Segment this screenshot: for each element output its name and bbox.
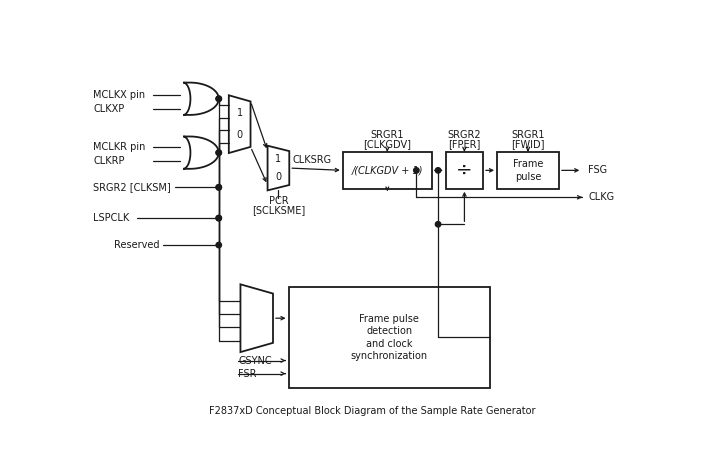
Text: and clock: and clock — [366, 338, 412, 349]
Text: FSG: FSG — [588, 165, 608, 175]
Text: Frame: Frame — [513, 159, 543, 169]
Text: 1: 1 — [236, 109, 243, 118]
Circle shape — [216, 243, 222, 248]
Text: [CLKGDV]: [CLKGDV] — [364, 139, 411, 149]
Text: Reserved: Reserved — [114, 240, 160, 250]
Text: 1: 1 — [276, 154, 281, 164]
Text: CLKG: CLKG — [588, 192, 614, 202]
Text: Frame pulse: Frame pulse — [359, 314, 419, 324]
Bar — [342, 152, 432, 189]
Text: GSYNC: GSYNC — [238, 355, 272, 366]
Text: FSR: FSR — [238, 368, 257, 379]
Circle shape — [435, 168, 441, 173]
Text: [FPER]: [FPER] — [449, 139, 481, 149]
Circle shape — [216, 215, 222, 221]
Text: MCLKR pin: MCLKR pin — [93, 142, 145, 152]
Text: [SCLKSME]: [SCLKSME] — [252, 205, 305, 215]
Text: synchronization: synchronization — [350, 351, 427, 361]
Circle shape — [216, 185, 222, 190]
Text: MCLKX pin: MCLKX pin — [93, 90, 145, 100]
Bar — [446, 152, 483, 189]
Bar — [289, 287, 490, 387]
Text: 0: 0 — [276, 172, 281, 182]
Text: 0: 0 — [236, 130, 243, 140]
Text: SRGR1: SRGR1 — [511, 130, 545, 140]
Text: [FWID]: [FWID] — [511, 139, 545, 149]
Circle shape — [435, 221, 441, 227]
Text: detection: detection — [366, 326, 412, 337]
Text: SRGR1: SRGR1 — [371, 130, 404, 140]
Text: pulse: pulse — [515, 172, 541, 181]
Text: SRGR2 [CLKSM]: SRGR2 [CLKSM] — [93, 182, 171, 192]
Circle shape — [216, 96, 222, 102]
Circle shape — [216, 215, 222, 221]
Text: PCR: PCR — [268, 196, 288, 206]
Text: CLKXP: CLKXP — [93, 104, 124, 114]
Text: F2837xD Conceptual Block Diagram of the Sample Rate Generator: F2837xD Conceptual Block Diagram of the … — [209, 406, 536, 415]
Circle shape — [216, 96, 222, 102]
Text: CLKSRG: CLKSRG — [292, 155, 332, 164]
Text: LSPCLK: LSPCLK — [93, 213, 129, 223]
Text: ÷: ÷ — [456, 161, 473, 180]
Text: CLKRP: CLKRP — [93, 156, 125, 166]
Bar — [497, 152, 559, 189]
Text: /(CLKGDV + 1): /(CLKGDV + 1) — [352, 165, 423, 175]
Text: SRGR2: SRGR2 — [448, 130, 481, 140]
Circle shape — [216, 150, 222, 156]
Circle shape — [216, 150, 222, 156]
Circle shape — [216, 185, 222, 190]
Circle shape — [414, 168, 419, 173]
